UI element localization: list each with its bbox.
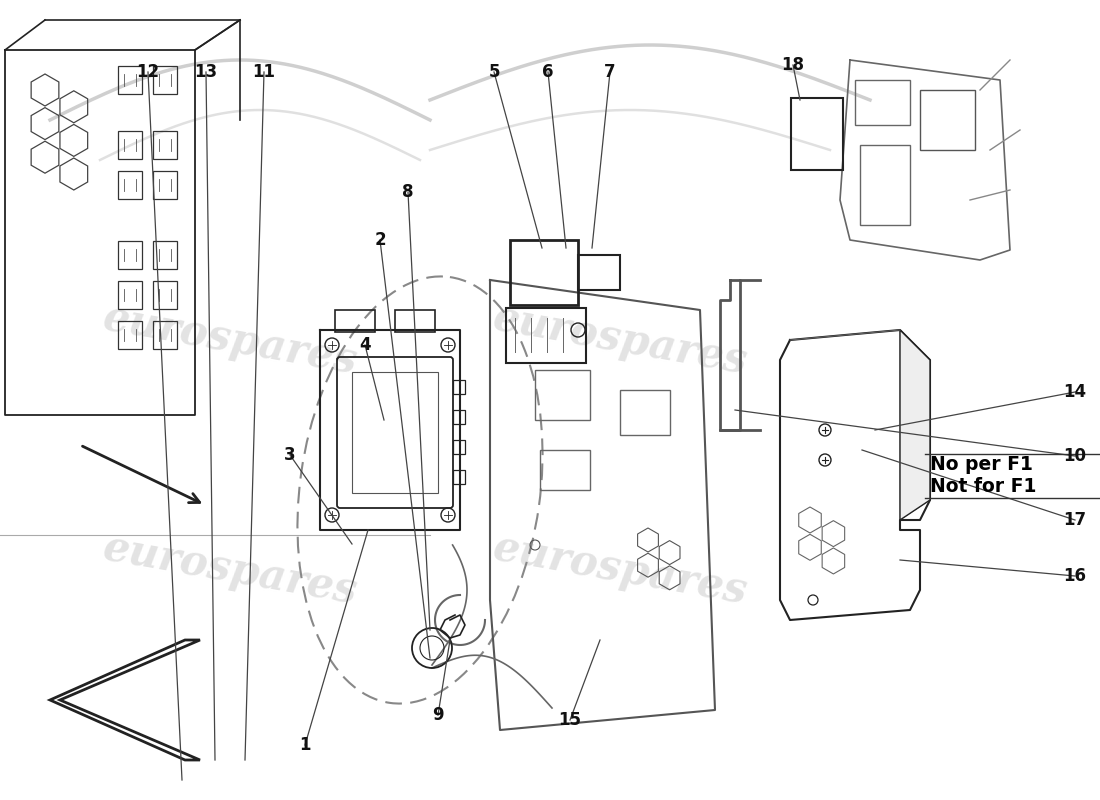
Text: 5: 5 [488, 63, 499, 81]
Text: 14: 14 [1064, 383, 1087, 401]
Text: 13: 13 [195, 63, 218, 81]
Text: 15: 15 [559, 711, 582, 729]
Text: eurospares: eurospares [99, 297, 361, 383]
Text: 1: 1 [299, 736, 310, 754]
Text: 3: 3 [284, 446, 296, 464]
Text: 10: 10 [1064, 447, 1087, 465]
Text: eurospares: eurospares [490, 527, 750, 613]
Text: eurospares: eurospares [490, 297, 750, 383]
Text: 16: 16 [1064, 567, 1087, 585]
Polygon shape [900, 330, 930, 520]
Text: 9: 9 [432, 706, 443, 724]
Text: eurospares: eurospares [99, 527, 361, 613]
Text: 2: 2 [374, 231, 386, 249]
Text: 18: 18 [781, 56, 804, 74]
Text: 11: 11 [253, 63, 275, 81]
Text: No per F1
Not for F1: No per F1 Not for F1 [930, 455, 1036, 497]
Text: 12: 12 [136, 63, 160, 81]
Text: 4: 4 [360, 336, 371, 354]
Text: 6: 6 [542, 63, 553, 81]
Text: 17: 17 [1064, 511, 1087, 529]
Text: 8: 8 [403, 183, 414, 201]
Text: 7: 7 [604, 63, 616, 81]
Polygon shape [900, 330, 930, 520]
